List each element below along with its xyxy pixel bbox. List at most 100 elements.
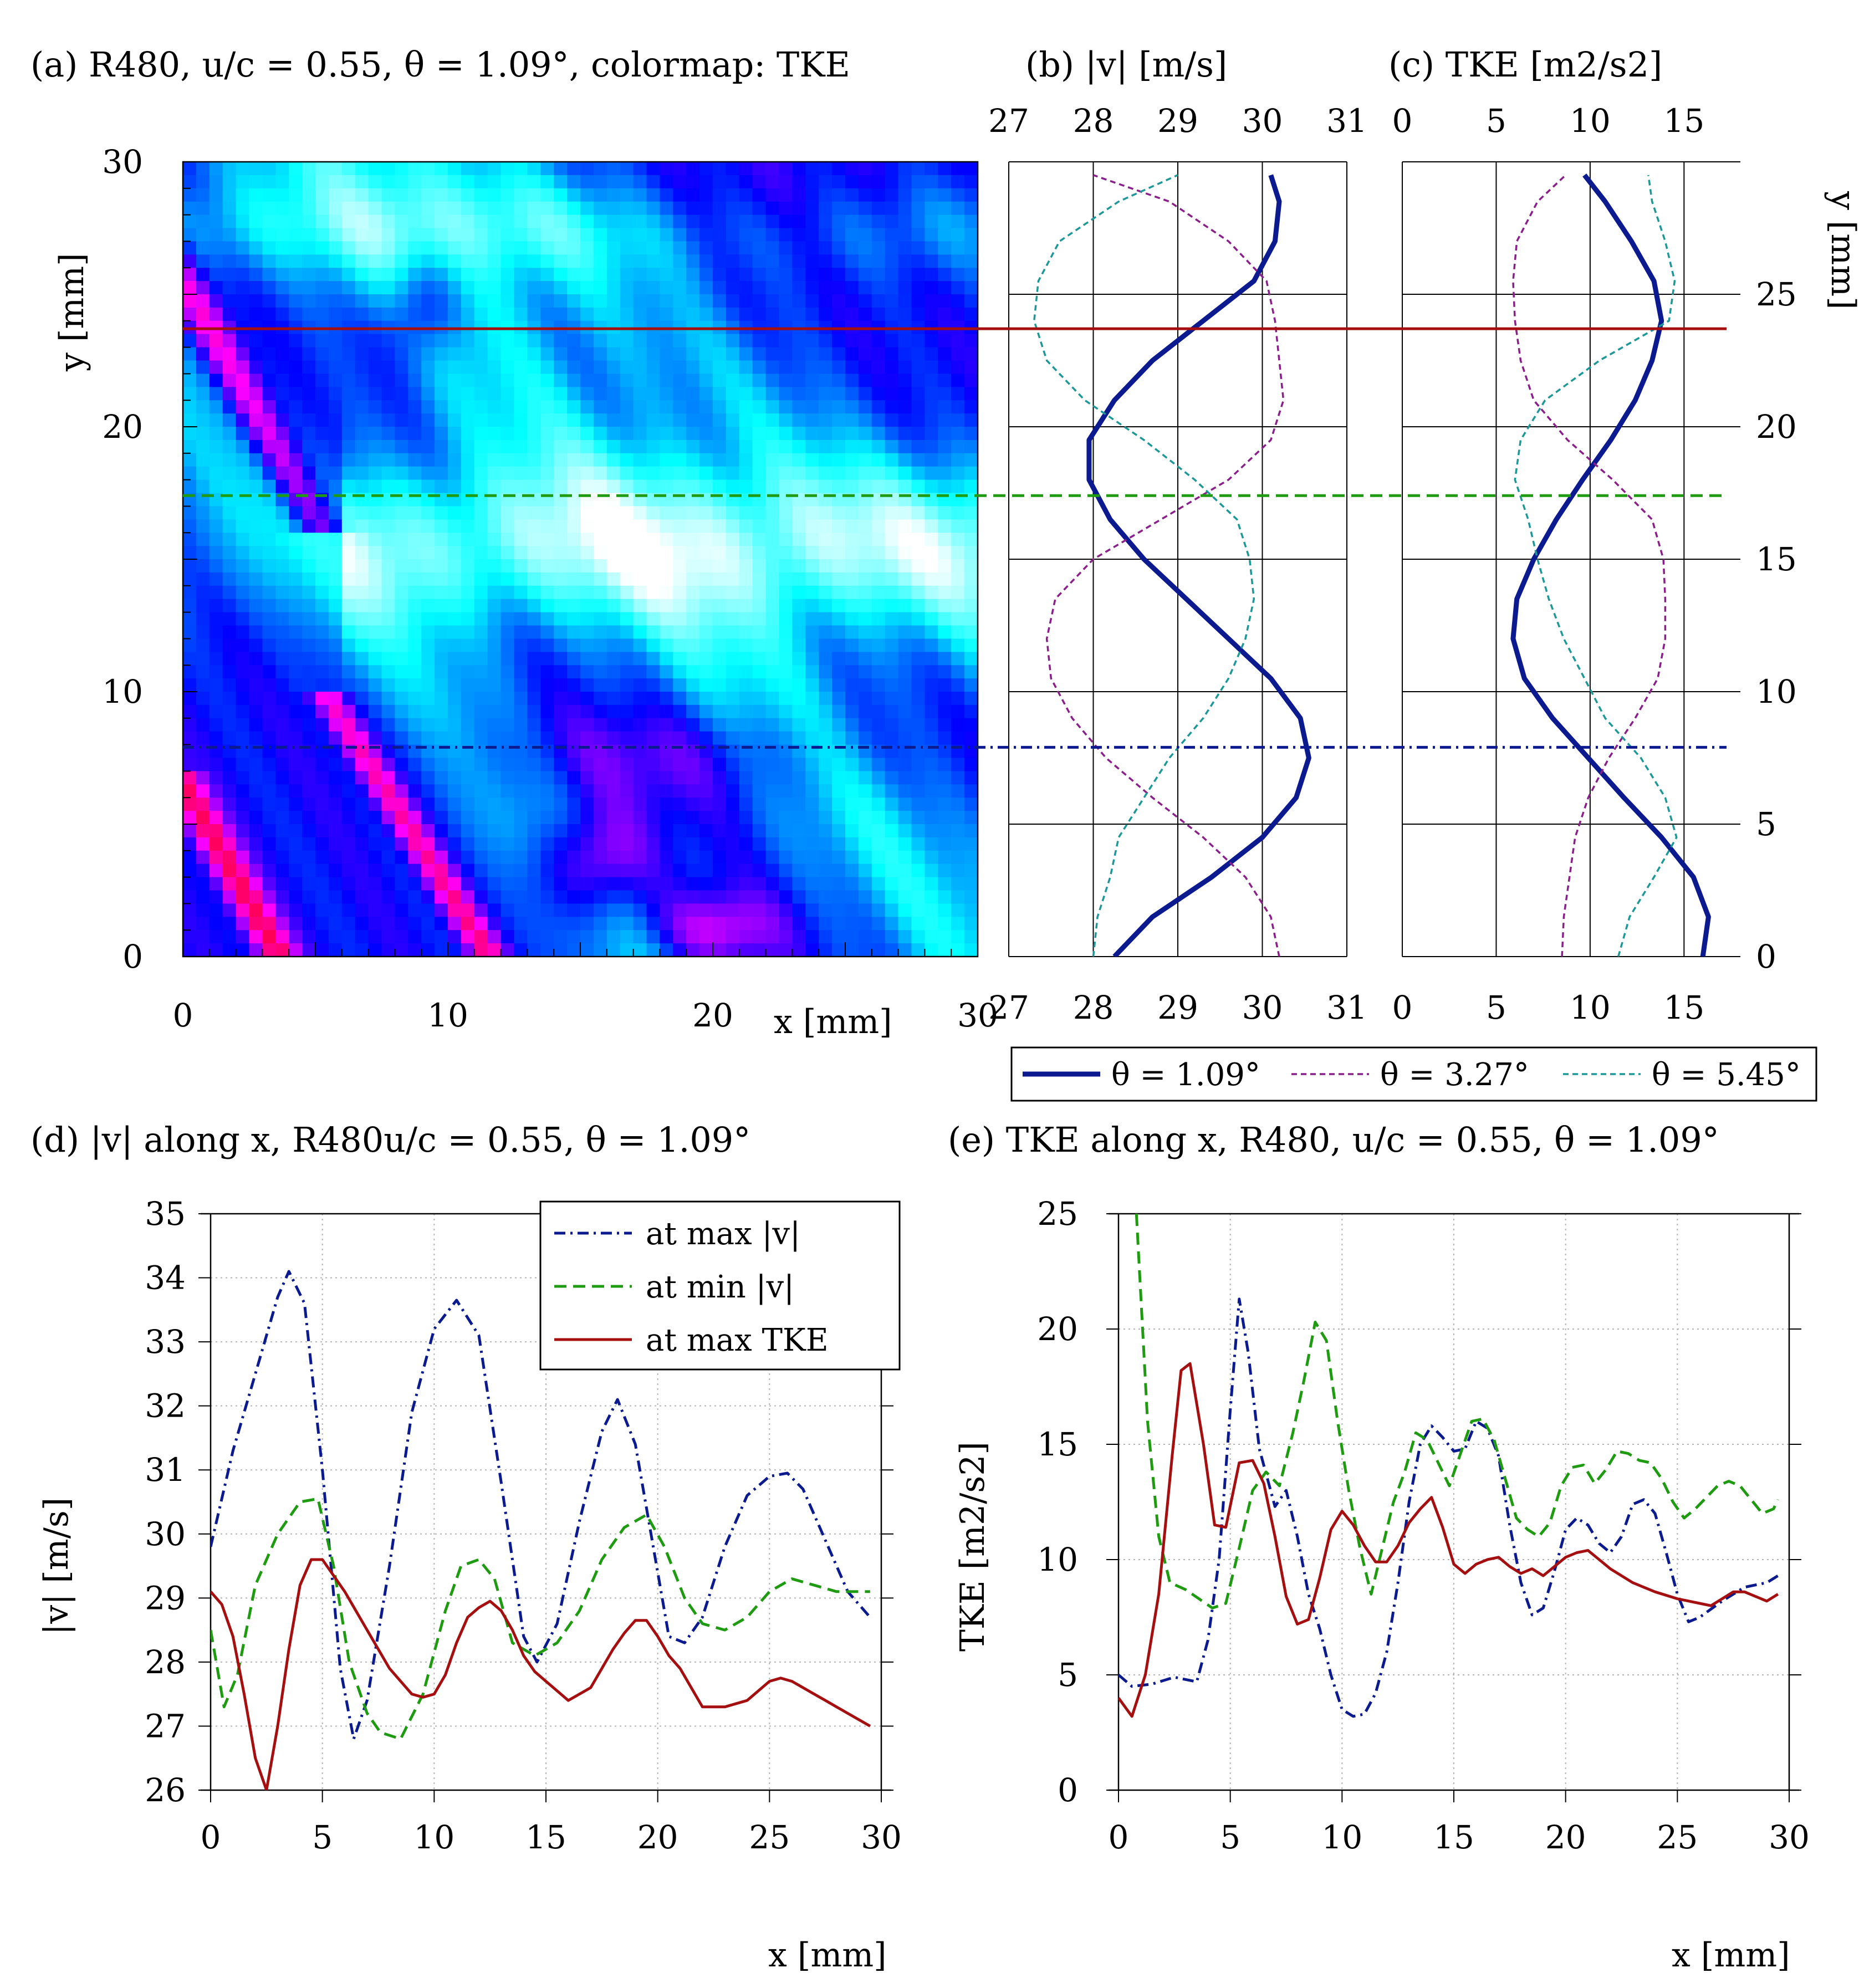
- heatmap-cell: [461, 837, 475, 851]
- heatmap-cell: [249, 652, 263, 666]
- heatmap-cell: [275, 692, 289, 706]
- heatmap-cell: [739, 281, 753, 295]
- heatmap-cell: [925, 704, 938, 719]
- heatmap-cell: [315, 413, 329, 427]
- heatmap-cell: [209, 387, 223, 401]
- heatmap-cell: [341, 863, 356, 878]
- heatmap-cell: [554, 572, 568, 586]
- heatmap-cell: [699, 241, 713, 255]
- heatmap-cell: [620, 784, 634, 798]
- heatmap-cell: [461, 811, 475, 825]
- heatmap-cell: [938, 533, 952, 546]
- heatmap-cell: [249, 771, 263, 785]
- heatmap-cell: [951, 201, 965, 216]
- heatmap-cell: [620, 162, 634, 176]
- heatmap-cell: [408, 877, 422, 891]
- heatmap-cell: [925, 798, 938, 811]
- heatmap-cell: [289, 387, 303, 401]
- heatmap-cell: [633, 599, 647, 613]
- heatmap-cell: [222, 930, 237, 944]
- heatmap-cell: [938, 599, 952, 613]
- heatmap-cell: [951, 334, 965, 348]
- heatmap-cell: [871, 427, 886, 441]
- heatmap-cell: [713, 188, 727, 202]
- heatmap-cell: [500, 863, 515, 878]
- heatmap-cell: [951, 718, 965, 732]
- heatmap-cell: [752, 943, 767, 957]
- heatmap-cell: [461, 665, 475, 679]
- panel-b-series-1: [1086, 174, 1311, 957]
- heatmap-cell: [633, 678, 647, 692]
- heatmap-cell: [395, 188, 408, 202]
- heatmap-cell: [302, 241, 316, 255]
- heatmap-cell: [699, 638, 713, 652]
- heatmap-cell: [805, 837, 819, 851]
- heatmap-cell: [593, 930, 607, 944]
- heatmap-cell: [713, 254, 727, 268]
- heatmap-cell: [779, 347, 793, 361]
- heatmap-cell: [275, 930, 289, 944]
- heatmap-cell: [911, 175, 925, 189]
- heatmap-cell: [819, 625, 833, 639]
- heatmap-cell: [514, 784, 528, 798]
- heatmap-cell: [858, 824, 872, 838]
- heatmap-cell: [540, 254, 554, 268]
- heatmap-cell: [368, 268, 382, 282]
- heatmap-cell: [792, 625, 806, 639]
- heatmap-cell: [421, 360, 435, 374]
- heatmap-cell: [686, 678, 700, 692]
- heatmap-cell: [805, 374, 819, 387]
- heatmap-cell: [739, 771, 753, 785]
- heatmap-cell: [514, 254, 528, 268]
- heatmap-cell: [620, 307, 634, 321]
- heatmap-cell: [871, 798, 886, 811]
- heatmap-cell: [819, 387, 833, 401]
- heatmap-cell: [673, 943, 687, 957]
- heatmap-cell: [951, 427, 965, 441]
- heatmap-cell: [845, 930, 859, 944]
- heatmap-cell: [699, 612, 713, 626]
- heatmap-cell: [819, 241, 833, 255]
- heatmap-cell: [885, 307, 899, 321]
- heatmap-cell: [633, 559, 647, 573]
- panel-c-series-2: [1512, 174, 1667, 957]
- heatmap-cell: [871, 652, 886, 666]
- heatmap-cell: [196, 811, 210, 825]
- heatmap-cell: [752, 585, 767, 600]
- heatmap-cell: [593, 439, 607, 454]
- heatmap-cell: [885, 453, 899, 467]
- heatmap-cell: [911, 758, 925, 771]
- heatmap-cell: [395, 559, 408, 573]
- heatmap-cell: [752, 188, 767, 202]
- heatmap-cell: [699, 228, 713, 242]
- heatmap-cell: [514, 917, 528, 931]
- heatmap-cell: [713, 863, 727, 878]
- heatmap-cell: [792, 347, 806, 361]
- heatmap-cell: [898, 334, 912, 348]
- heatmap-cell: [408, 903, 422, 917]
- heatmap-cell: [448, 360, 462, 374]
- heatmap-cell: [408, 281, 422, 295]
- heatmap-cell: [196, 678, 210, 692]
- heatmap-cell: [593, 771, 607, 785]
- heatmap-cell: [461, 718, 475, 732]
- heatmap-cell: [620, 546, 634, 560]
- heatmap-cell: [554, 175, 568, 189]
- heatmap-cell: [262, 268, 276, 282]
- heatmap-cell: [435, 268, 448, 282]
- heatmap-cell: [487, 466, 502, 481]
- heatmap-cell: [606, 903, 621, 917]
- heatmap-cell: [527, 917, 541, 931]
- heatmap-cell: [779, 811, 793, 825]
- heatmap-cell: [898, 718, 912, 732]
- heatmap-cell: [249, 506, 263, 520]
- heatmap-cell: [328, 625, 343, 639]
- heatmap-cell: [209, 546, 223, 560]
- heatmap-cell: [713, 214, 727, 229]
- heatmap-cell: [964, 334, 978, 348]
- heatmap-cell: [779, 519, 793, 533]
- heatmap-cell: [567, 479, 581, 494]
- heatmap-cell: [341, 930, 356, 944]
- legend-label: θ = 1.09°: [1111, 1057, 1260, 1093]
